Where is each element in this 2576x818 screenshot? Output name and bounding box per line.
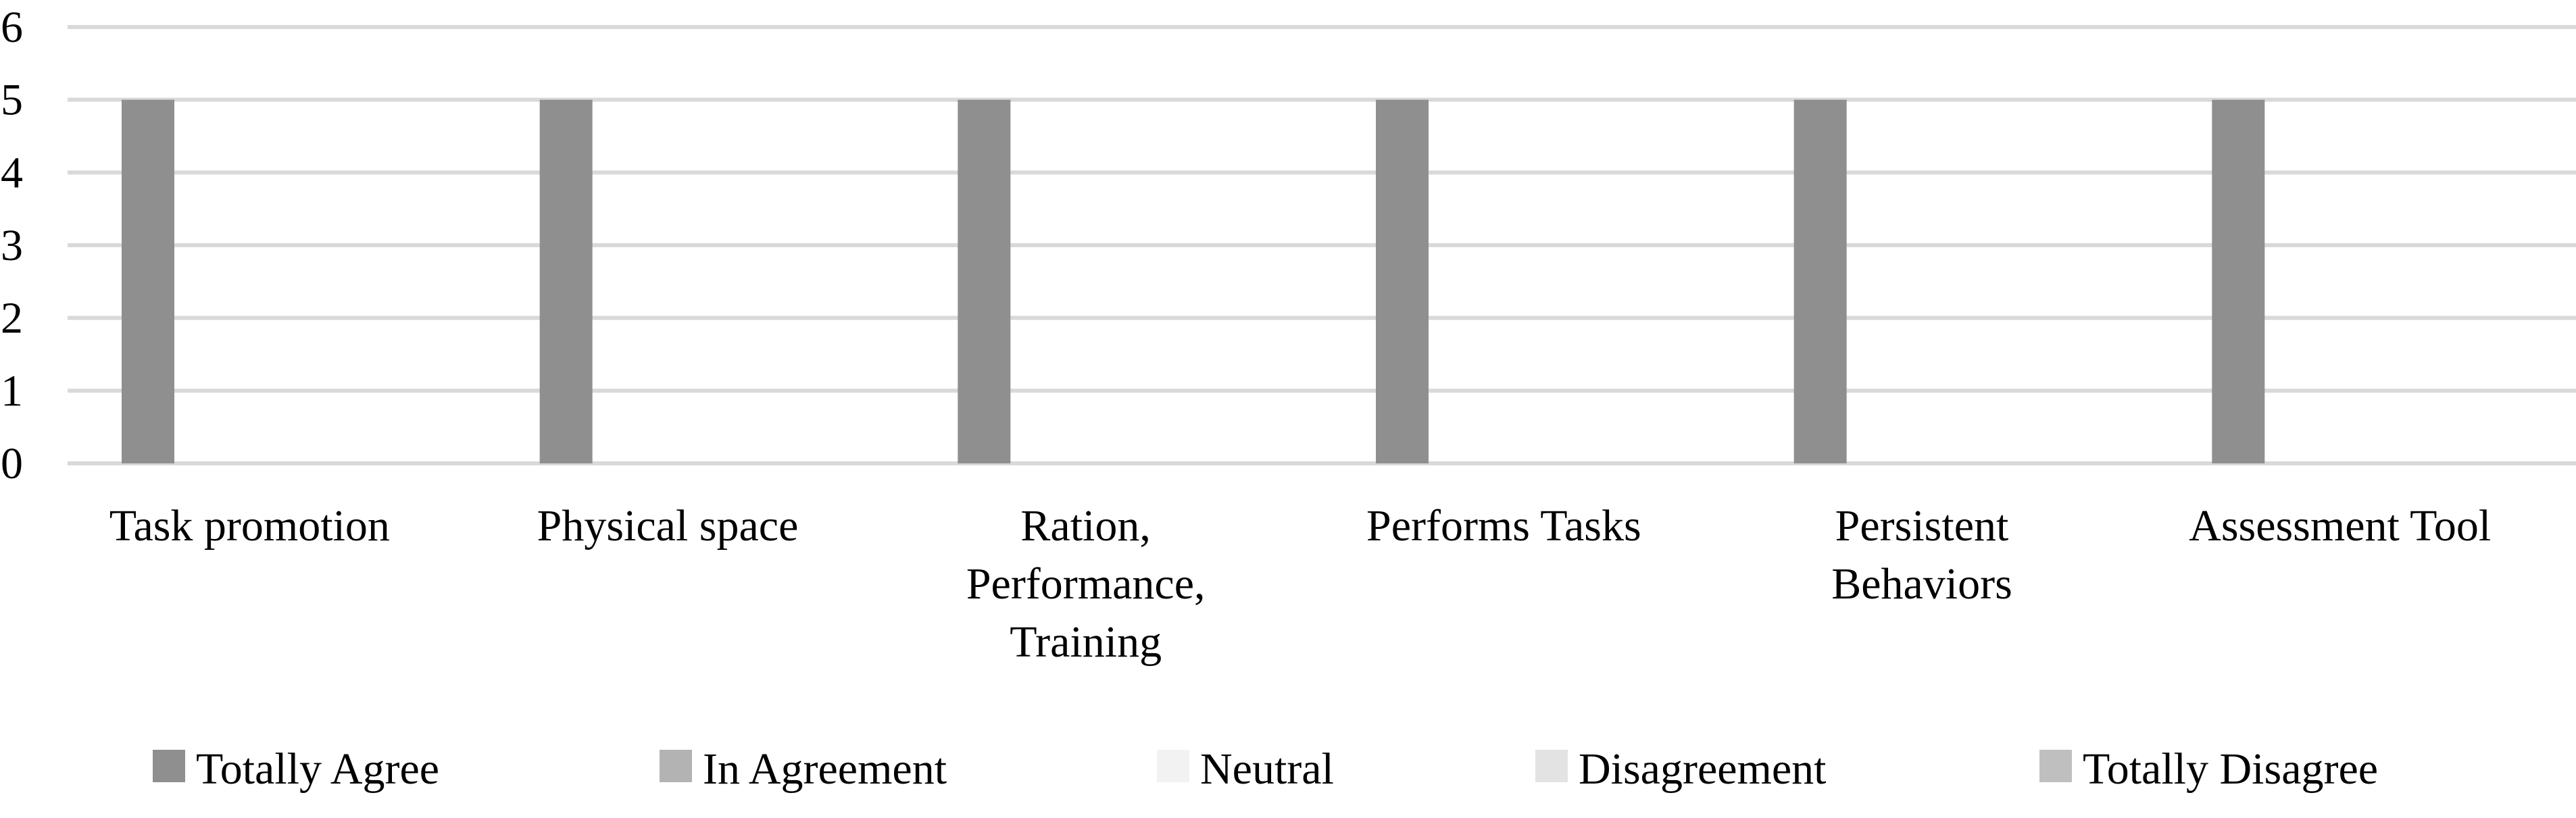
- category-label: Physical space: [537, 501, 799, 551]
- category-label-line: Persistent: [1835, 501, 2009, 551]
- bar-totally-agree: [1793, 99, 1847, 463]
- legend-swatch: [660, 750, 692, 782]
- y-tick-label: 3: [1, 221, 23, 270]
- bar-totally-agree: [1376, 99, 1429, 463]
- category-label-line: Behaviors: [1831, 559, 2012, 609]
- legend-swatch: [153, 750, 185, 782]
- legend-label: Totally Agree: [196, 744, 439, 794]
- y-tick-label: 6: [1, 3, 23, 52]
- category-label: Task promotion: [109, 501, 390, 551]
- legend-label: In Agreement: [703, 744, 947, 794]
- category-label-line: Task promotion: [109, 501, 390, 551]
- legend-label: Disagreement: [1579, 744, 1827, 794]
- y-tick-label: 0: [1, 439, 23, 488]
- category-label-line: Ration,: [1020, 501, 1151, 551]
- legend-label: Totally Disagree: [2083, 744, 2378, 794]
- legend-swatch: [2039, 750, 2072, 782]
- category-label: Performs Tasks: [1366, 501, 1641, 551]
- bar-totally-agree: [539, 99, 593, 463]
- category-label-line: Performance,: [966, 559, 1206, 609]
- category-label-line: Training: [1010, 617, 1162, 667]
- gridlines: [68, 25, 2576, 465]
- legend: Totally Agree In Agreement Neutral Disagree…: [153, 744, 2378, 794]
- category-label-line: Physical space: [537, 501, 799, 551]
- category-label: Ration, Performance, Training: [966, 501, 1206, 667]
- category-label: Persistent Behaviors: [1831, 501, 2012, 609]
- legend-swatch: [1535, 750, 1568, 782]
- bar-totally-agree: [2212, 99, 2265, 463]
- legend-label: Neutral: [1200, 744, 1334, 794]
- x-axis-category-labels: Task promotion Physical space Ration, Perfo…: [109, 501, 2491, 667]
- category-label: Assessment Tool: [2189, 501, 2491, 551]
- bars: [122, 99, 2265, 463]
- legend-swatch: [1157, 750, 1189, 782]
- y-tick-label: 5: [1, 76, 23, 125]
- y-axis-tick-labels: 0 1 2 3 4 5 6: [1, 3, 23, 488]
- category-label-line: Performs Tasks: [1366, 501, 1641, 551]
- y-tick-label: 4: [1, 148, 23, 197]
- bar-totally-agree: [122, 99, 174, 463]
- category-label-line: Assessment Tool: [2189, 501, 2491, 551]
- y-tick-label: 1: [1, 366, 23, 415]
- bar-totally-agree: [958, 99, 1011, 463]
- y-tick-label: 2: [1, 294, 23, 343]
